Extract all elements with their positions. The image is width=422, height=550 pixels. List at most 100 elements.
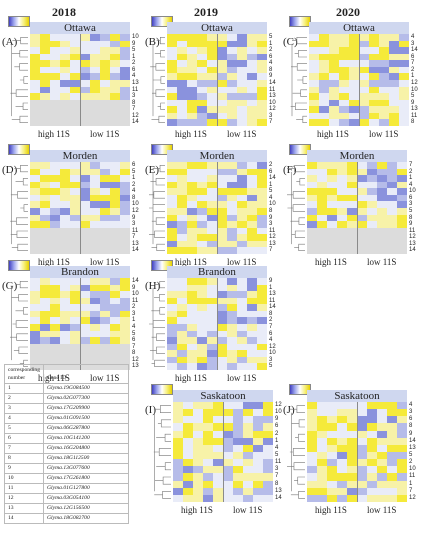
row-label: 11 — [269, 297, 276, 304]
heatmap-cell — [247, 214, 257, 222]
heatmap-cell — [349, 73, 359, 80]
heatmap-cell — [389, 106, 399, 113]
gene-id: Glyma.18G082700 — [43, 513, 130, 524]
heatmap-cell — [317, 247, 327, 254]
heatmap-cell — [397, 240, 407, 248]
heatmap-cell — [203, 480, 213, 488]
heatmap-cell — [177, 304, 187, 311]
heatmap-cell — [110, 317, 120, 324]
row-label: 4 — [269, 337, 273, 344]
heatmap-cell — [40, 194, 50, 202]
heatmap-cell — [120, 234, 130, 241]
row-label: 9 — [269, 214, 273, 221]
heatmap-cell — [90, 53, 100, 61]
heatmap-cell — [357, 451, 367, 460]
heatmap-cell — [80, 66, 90, 74]
heatmap-cell — [237, 60, 247, 67]
heatmap-cell — [237, 310, 247, 318]
heatmap-cell — [389, 40, 399, 48]
row-label: 6 — [132, 337, 136, 344]
heatmap-cell — [110, 162, 120, 169]
heatmap-cell — [327, 451, 337, 460]
heatmap-cell — [100, 99, 110, 107]
heatmap-cell — [203, 487, 213, 495]
row-label: 7 — [411, 60, 415, 67]
x-label-low: low 11S — [90, 129, 120, 139]
heatmap-cell — [100, 73, 110, 80]
table-row: 7 Glyma.16G204800 — [3, 443, 130, 454]
gene-number: 13 — [3, 503, 45, 514]
group-divider — [357, 402, 358, 502]
row-label: 5 — [411, 93, 415, 100]
heatmap-cell — [70, 317, 80, 324]
heatmap-cell — [183, 466, 193, 474]
heatmap-cell — [237, 214, 247, 222]
heatmap-cell — [207, 343, 217, 351]
heatmap-cell — [110, 337, 120, 344]
heatmap-cell — [347, 188, 357, 195]
heatmap-cell — [257, 330, 267, 338]
table-row: 14 Glyma.18G082700 — [3, 513, 130, 524]
heatmap-cell — [227, 47, 237, 54]
heatmap-cell — [40, 278, 50, 285]
heatmap-cell — [399, 53, 409, 61]
heatmap-cell — [80, 60, 90, 67]
heatmap-cell — [100, 53, 110, 61]
heatmap-cell — [197, 310, 207, 318]
heatmap-cell — [247, 208, 257, 215]
gene-number: 6 — [3, 433, 45, 444]
heatmap-cell — [197, 330, 207, 338]
color-scale-legend — [8, 144, 30, 155]
heatmap-cell — [357, 480, 367, 488]
heatmap-cell — [257, 119, 267, 126]
heatmap-cell — [217, 284, 227, 292]
heatmap-cell — [327, 459, 337, 467]
heatmap-cell — [217, 240, 227, 248]
heatmap-cell — [187, 168, 197, 176]
heatmap-cell — [177, 162, 187, 169]
heatmap-cell — [177, 284, 187, 292]
heatmap-cell — [237, 227, 247, 235]
heatmap-cell — [257, 112, 267, 120]
heatmap-cell — [40, 221, 50, 228]
heatmap-cell — [187, 234, 197, 241]
heatmap-cell — [197, 80, 207, 87]
heatmap-cell — [100, 162, 110, 169]
gene-number: 8 — [3, 453, 45, 464]
heatmap-cell — [80, 119, 90, 126]
heatmap-cell — [120, 99, 130, 107]
heatmap-cell — [173, 451, 183, 460]
heatmap-cell — [183, 402, 193, 410]
heatmap-cell — [110, 227, 120, 235]
heatmap-cell — [237, 278, 247, 285]
group-divider — [223, 402, 224, 502]
row-label: 12 — [411, 79, 418, 86]
heatmap-cell — [309, 106, 319, 113]
heatmap-cell — [187, 201, 197, 208]
heatmap-cell — [40, 227, 50, 235]
heatmap-cell — [50, 247, 60, 254]
heatmap-cell — [197, 119, 207, 126]
heatmap-cell — [237, 234, 247, 241]
heatmap-cell — [387, 162, 397, 169]
heatmap-cell — [349, 80, 359, 87]
heatmap-cell — [247, 324, 257, 331]
heatmap-cell — [377, 402, 387, 410]
heatmap-cell — [70, 310, 80, 318]
heatmap-cell — [357, 402, 367, 410]
heatmap-cell — [30, 112, 40, 120]
heatmap-cell — [227, 356, 237, 364]
heatmap-cell — [327, 430, 337, 438]
heatmap-cell — [207, 208, 217, 215]
heatmap-cell — [60, 175, 70, 182]
heatmap-cell — [257, 80, 267, 87]
heatmap-cell — [70, 106, 80, 113]
heatmap-cell — [120, 106, 130, 113]
heatmap-cell — [367, 430, 377, 438]
heatmap-cell — [40, 247, 50, 254]
heatmap-cell — [237, 73, 247, 80]
heatmap-cell — [243, 480, 253, 488]
heatmap-cell — [80, 227, 90, 235]
row-label: 2 — [411, 66, 415, 73]
heatmap-cell — [263, 437, 273, 445]
